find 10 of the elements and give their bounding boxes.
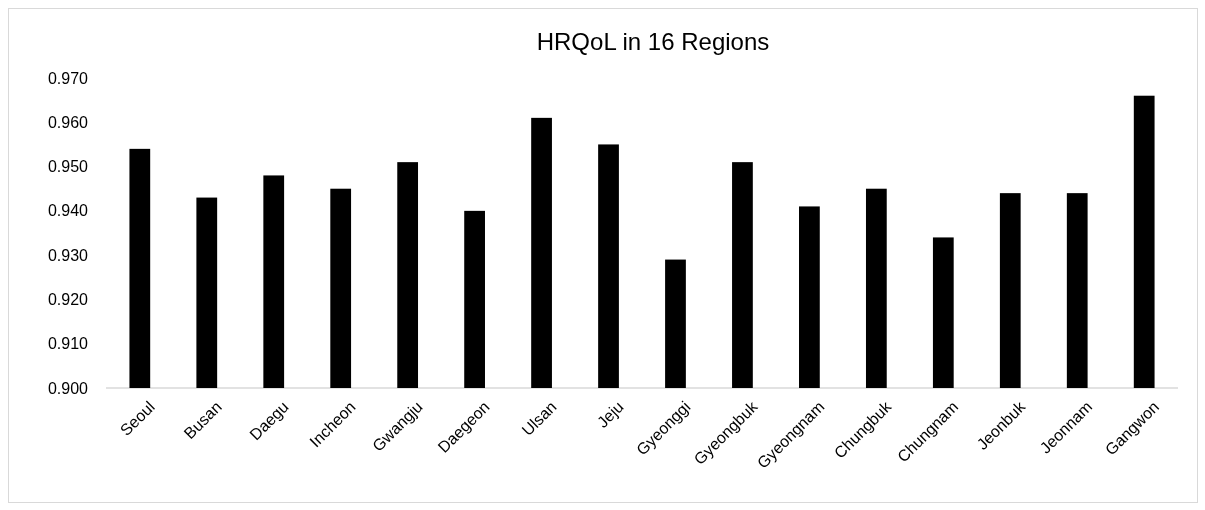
y-tick-label: 0.930 — [47, 246, 89, 264]
y-tick-label: 0.950 — [47, 158, 89, 176]
y-tick-label: 0.910 — [47, 335, 89, 353]
y-tick-label: 0.960 — [47, 113, 89, 131]
y-tick-label: 0.920 — [47, 291, 89, 309]
y-tick-label: 0.940 — [47, 202, 89, 220]
x-tick-label: Jeju — [593, 398, 627, 431]
chart-title: HRQoL in 16 Regions — [536, 28, 770, 55]
y-tick-label: 0.900 — [47, 379, 89, 397]
y-tick-label: 0.970 — [47, 69, 89, 87]
